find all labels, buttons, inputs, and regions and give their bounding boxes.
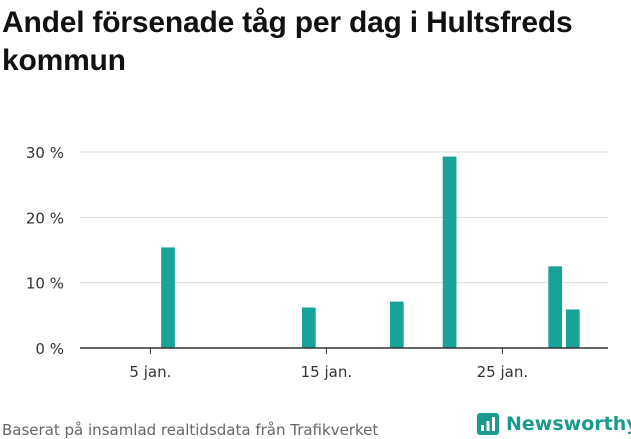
x-tick-label: 5 jan. — [129, 363, 171, 381]
bar[interactable] — [301, 307, 316, 348]
bar[interactable] — [389, 301, 404, 348]
y-tick-label: 0 % — [35, 340, 64, 358]
y-tick-label: 20 % — [26, 209, 64, 227]
source-note: Baserat på insamlad realtidsdata från Tr… — [2, 421, 379, 439]
newsworthy-logo[interactable]: Newsworthy — [476, 410, 631, 438]
newsworthy-logo-text: Newsworthy — [506, 413, 631, 435]
bar[interactable] — [548, 266, 563, 348]
x-tick-label: 25 jan. — [477, 363, 529, 381]
bar[interactable] — [442, 156, 457, 348]
chart-title: Andel försenade tåg per dag i Hultsfreds… — [2, 6, 573, 77]
y-tick-label: 30 % — [26, 144, 64, 162]
bar[interactable] — [565, 309, 580, 348]
y-tick-label: 10 % — [26, 275, 64, 293]
newsworthy-logo-icon — [477, 413, 499, 435]
bar[interactable] — [161, 247, 175, 348]
x-tick-label: 15 jan. — [301, 363, 353, 381]
